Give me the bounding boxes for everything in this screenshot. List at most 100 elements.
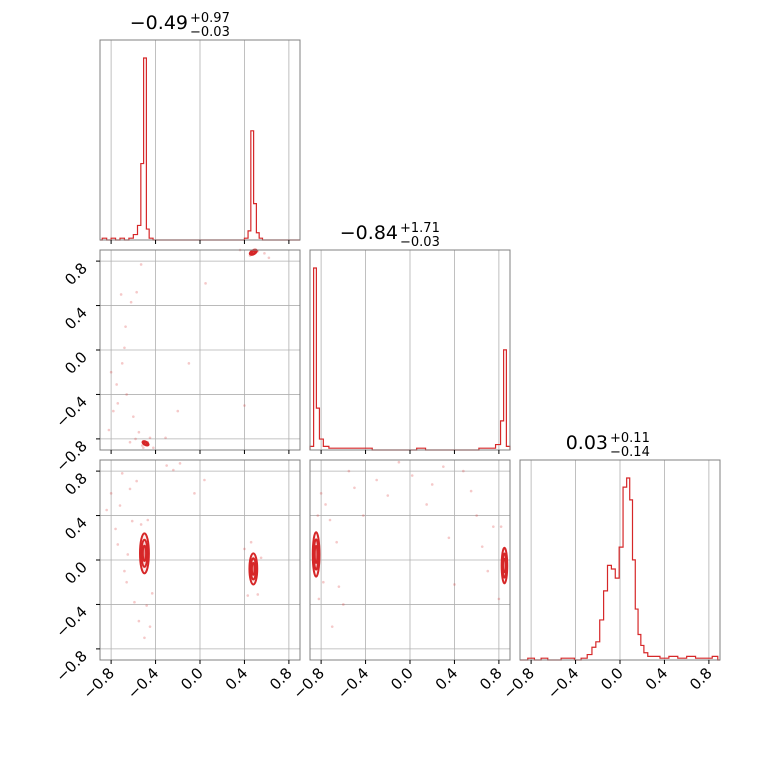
y-tick-label: 0.8: [61, 259, 91, 289]
panel-title: −0.49 +0.97−0.03: [130, 11, 230, 40]
scatter-point: [123, 569, 126, 573]
scatter-point: [319, 492, 323, 495]
scatter-point: [335, 540, 338, 544]
title-median: −0.84: [340, 222, 398, 244]
x-tick-label: 0.0: [387, 664, 417, 694]
y-tick-label: 0.4: [61, 514, 91, 544]
x-tick-label: 0.4: [642, 664, 672, 694]
y-tick-label: −0.4: [52, 393, 90, 431]
scatter-point: [125, 580, 128, 584]
x-tick-label: 0.4: [222, 664, 252, 694]
scatter-point: [178, 462, 182, 465]
panel-title: 0.03 +0.11−0.14: [566, 431, 650, 460]
scatter-point: [126, 553, 130, 556]
y-tick-label: −0.8: [52, 437, 90, 475]
scatter-point: [259, 556, 263, 560]
scatter-point: [142, 446, 145, 450]
y-tick-label: −0.4: [52, 603, 90, 641]
scatter-point: [330, 625, 334, 628]
y-tick-label: 0.0: [61, 348, 91, 378]
title-minus: −0.03: [190, 25, 230, 40]
scatter-point: [324, 503, 327, 506]
scatter-point: [128, 440, 132, 444]
scatter-point: [176, 409, 180, 413]
title-median: 0.03: [566, 432, 608, 454]
scatter-point: [143, 636, 146, 640]
scatter-point: [353, 486, 356, 490]
scatter-point: [132, 415, 135, 418]
scatter-point: [497, 597, 501, 601]
title-minus: −0.03: [400, 235, 440, 250]
scatter-point: [375, 478, 378, 482]
density-contour: [501, 557, 507, 574]
x-tick-label: −0.4: [334, 664, 372, 702]
scatter-point: [150, 592, 154, 595]
panel-title: −0.84 +1.71−0.03: [340, 221, 440, 250]
scatter-point: [453, 583, 456, 586]
scatter-point: [133, 600, 136, 604]
scatter-point: [137, 619, 141, 623]
scatter-point: [107, 428, 111, 432]
scatter-point: [347, 469, 351, 473]
scatter-point: [124, 325, 127, 328]
histogram-line: [520, 477, 720, 661]
scatter-point: [148, 625, 152, 628]
x-tick-label: 0.8: [686, 664, 716, 694]
title-plus: +0.97: [190, 11, 230, 26]
scatter-point: [317, 597, 321, 601]
scatter-point: [140, 444, 144, 447]
scatter-point: [475, 514, 478, 517]
y-tick-label: 0.0: [61, 558, 91, 588]
y-tick-label: 0.4: [61, 304, 91, 334]
scatter-point: [263, 252, 266, 255]
scatter-point: [135, 479, 138, 483]
scatter-point: [187, 362, 191, 365]
scatter-point: [243, 547, 246, 551]
scatter-point: [134, 437, 137, 441]
scatter-point: [204, 282, 207, 285]
scatter-point: [499, 525, 503, 528]
scatter-point: [165, 464, 168, 467]
scatter-point: [430, 483, 434, 486]
scatter-point: [337, 585, 341, 588]
scatter-point: [109, 492, 113, 495]
scatter-point: [164, 436, 167, 440]
scatter-point: [243, 404, 246, 407]
title-plus: +1.71: [400, 221, 440, 236]
scatter-point: [322, 580, 325, 584]
scatter-point: [115, 383, 118, 386]
scatter-point: [120, 472, 124, 475]
scatter-point: [256, 593, 260, 596]
scatter-point: [123, 346, 126, 350]
scatter-point: [118, 504, 122, 507]
scatter-point: [114, 527, 117, 531]
scatter-point: [425, 503, 428, 506]
scatter-point: [172, 468, 175, 472]
x-tick-label: 0.0: [597, 664, 627, 694]
density-contour: [143, 441, 148, 446]
scatter-point: [130, 519, 134, 523]
y-tick-label: −0.8: [52, 647, 90, 685]
scatter-point: [462, 469, 465, 473]
scatter-point: [120, 362, 124, 365]
scatter-point: [116, 543, 120, 546]
scatter-point: [135, 290, 138, 294]
x-tick-label: 0.4: [432, 664, 462, 694]
scatter-point: [469, 489, 473, 493]
scatter-point: [410, 474, 414, 477]
scatter-point: [246, 594, 250, 597]
scatter-point: [397, 460, 401, 464]
scatter-point: [316, 514, 320, 517]
scatter-point: [125, 393, 128, 396]
x-tick-label: −0.8: [289, 664, 327, 702]
x-tick-label: −0.4: [544, 664, 582, 702]
scatter-point: [128, 487, 132, 491]
density-contour: [250, 249, 256, 255]
scatter-point: [386, 494, 390, 497]
scatter-point: [146, 518, 150, 522]
scatter-point: [109, 370, 113, 374]
scatter-point: [152, 446, 155, 450]
scatter-point: [203, 478, 206, 482]
scatter-point: [119, 293, 123, 296]
